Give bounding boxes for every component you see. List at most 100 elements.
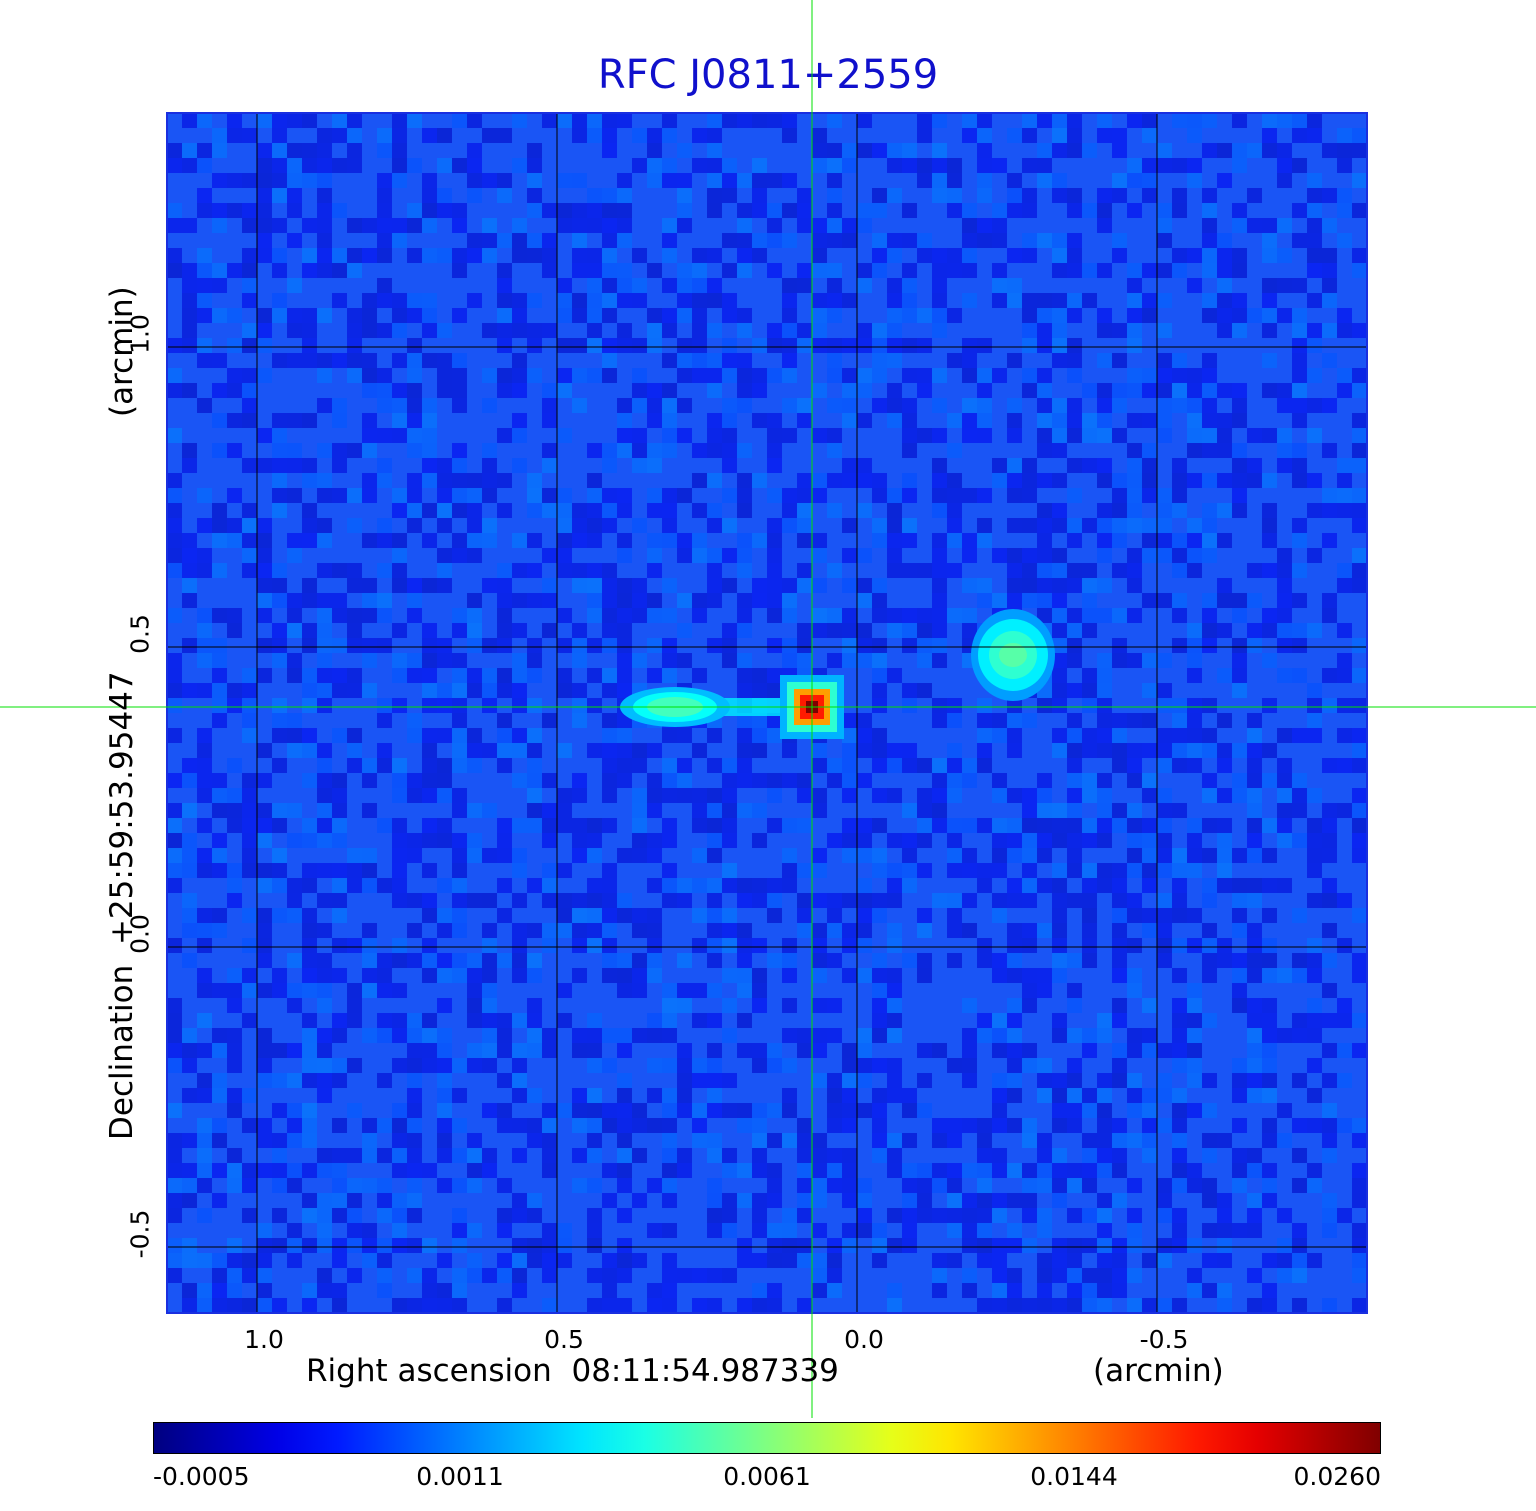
noise-pixel bbox=[1352, 848, 1367, 863]
noise-pixel bbox=[527, 173, 542, 188]
noise-pixel bbox=[527, 1133, 542, 1148]
noise-pixel bbox=[662, 578, 677, 593]
noise-pixel bbox=[1217, 1208, 1232, 1223]
noise-pixel bbox=[602, 938, 617, 953]
noise-pixel bbox=[422, 1163, 437, 1178]
noise-pixel bbox=[737, 233, 752, 248]
noise-pixel bbox=[227, 173, 242, 188]
noise-pixel bbox=[1127, 1298, 1142, 1313]
noise-pixel bbox=[1262, 143, 1277, 158]
noise-pixel bbox=[797, 188, 812, 203]
noise-pixel bbox=[572, 1148, 587, 1163]
noise-pixel bbox=[707, 1073, 722, 1088]
noise-pixel bbox=[1217, 248, 1232, 263]
noise-pixel bbox=[662, 653, 677, 668]
noise-pixel bbox=[947, 743, 962, 758]
noise-pixel bbox=[932, 1283, 947, 1298]
noise-pixel bbox=[797, 563, 812, 578]
noise-pixel bbox=[587, 893, 602, 908]
noise-pixel bbox=[212, 1133, 227, 1148]
noise-pixel bbox=[182, 158, 197, 173]
noise-pixel bbox=[332, 878, 347, 893]
noise-pixel bbox=[542, 1298, 557, 1313]
noise-pixel bbox=[692, 128, 707, 143]
noise-pixel bbox=[647, 638, 662, 653]
noise-pixel bbox=[572, 128, 587, 143]
noise-pixel bbox=[422, 413, 437, 428]
noise-pixel bbox=[767, 548, 782, 563]
noise-pixel bbox=[647, 443, 662, 458]
noise-pixel bbox=[1232, 1118, 1247, 1133]
noise-pixel bbox=[1187, 158, 1202, 173]
noise-pixel bbox=[992, 1073, 1007, 1088]
noise-pixel bbox=[482, 938, 497, 953]
noise-pixel bbox=[947, 893, 962, 908]
noise-pixel bbox=[752, 113, 767, 128]
noise-pixel bbox=[797, 1118, 812, 1133]
noise-pixel bbox=[692, 338, 707, 353]
noise-pixel bbox=[647, 488, 662, 503]
noise-pixel bbox=[692, 308, 707, 323]
noise-pixel bbox=[617, 323, 632, 338]
noise-pixel bbox=[467, 968, 482, 983]
noise-pixel bbox=[887, 548, 902, 563]
noise-pixel bbox=[392, 233, 407, 248]
noise-pixel bbox=[647, 548, 662, 563]
noise-pixel bbox=[677, 203, 692, 218]
noise-pixel bbox=[287, 1073, 302, 1088]
noise-pixel bbox=[887, 1088, 902, 1103]
noise-pixel bbox=[527, 143, 542, 158]
noise-pixel bbox=[917, 923, 932, 938]
noise-pixel bbox=[902, 1208, 917, 1223]
noise-pixel bbox=[692, 533, 707, 548]
noise-pixel bbox=[212, 1088, 227, 1103]
noise-pixel bbox=[1037, 848, 1052, 863]
noise-pixel bbox=[932, 713, 947, 728]
noise-pixel bbox=[932, 188, 947, 203]
noise-pixel bbox=[242, 218, 257, 233]
noise-pixel bbox=[542, 878, 557, 893]
noise-pixel bbox=[437, 473, 452, 488]
noise-pixel bbox=[317, 443, 332, 458]
noise-pixel bbox=[392, 668, 407, 683]
noise-pixel bbox=[302, 323, 317, 338]
noise-pixel bbox=[302, 908, 317, 923]
noise-pixel bbox=[512, 293, 527, 308]
noise-pixel bbox=[1022, 158, 1037, 173]
noise-pixel bbox=[587, 563, 602, 578]
noise-pixel bbox=[1097, 308, 1112, 323]
noise-pixel bbox=[1262, 698, 1277, 713]
noise-pixel bbox=[707, 158, 722, 173]
noise-pixel bbox=[632, 953, 647, 968]
noise-pixel bbox=[1262, 113, 1277, 128]
noise-pixel bbox=[1307, 293, 1322, 308]
noise-pixel bbox=[437, 203, 452, 218]
noise-pixel bbox=[272, 1043, 287, 1058]
noise-pixel bbox=[1307, 1013, 1322, 1028]
noise-pixel bbox=[1217, 143, 1232, 158]
noise-pixel bbox=[1217, 1193, 1232, 1208]
noise-pixel bbox=[752, 158, 767, 173]
noise-pixel bbox=[692, 1118, 707, 1133]
noise-pixel bbox=[347, 323, 362, 338]
noise-pixel bbox=[632, 1103, 647, 1118]
noise-pixel bbox=[1097, 1298, 1112, 1313]
noise-pixel bbox=[767, 263, 782, 278]
noise-pixel bbox=[932, 1133, 947, 1148]
noise-pixel bbox=[377, 473, 392, 488]
noise-pixel bbox=[167, 1133, 182, 1148]
noise-pixel bbox=[1067, 263, 1082, 278]
noise-pixel bbox=[812, 1043, 827, 1058]
noise-pixel bbox=[722, 158, 737, 173]
noise-pixel bbox=[467, 548, 482, 563]
noise-pixel bbox=[1007, 578, 1022, 593]
noise-pixel bbox=[422, 398, 437, 413]
noise-pixel bbox=[707, 638, 722, 653]
noise-pixel bbox=[1097, 128, 1112, 143]
noise-pixel bbox=[182, 1193, 197, 1208]
noise-pixel bbox=[1352, 548, 1367, 563]
noise-pixel bbox=[722, 1148, 737, 1163]
noise-pixel bbox=[872, 1253, 887, 1268]
noise-pixel bbox=[887, 188, 902, 203]
noise-pixel bbox=[782, 278, 797, 293]
